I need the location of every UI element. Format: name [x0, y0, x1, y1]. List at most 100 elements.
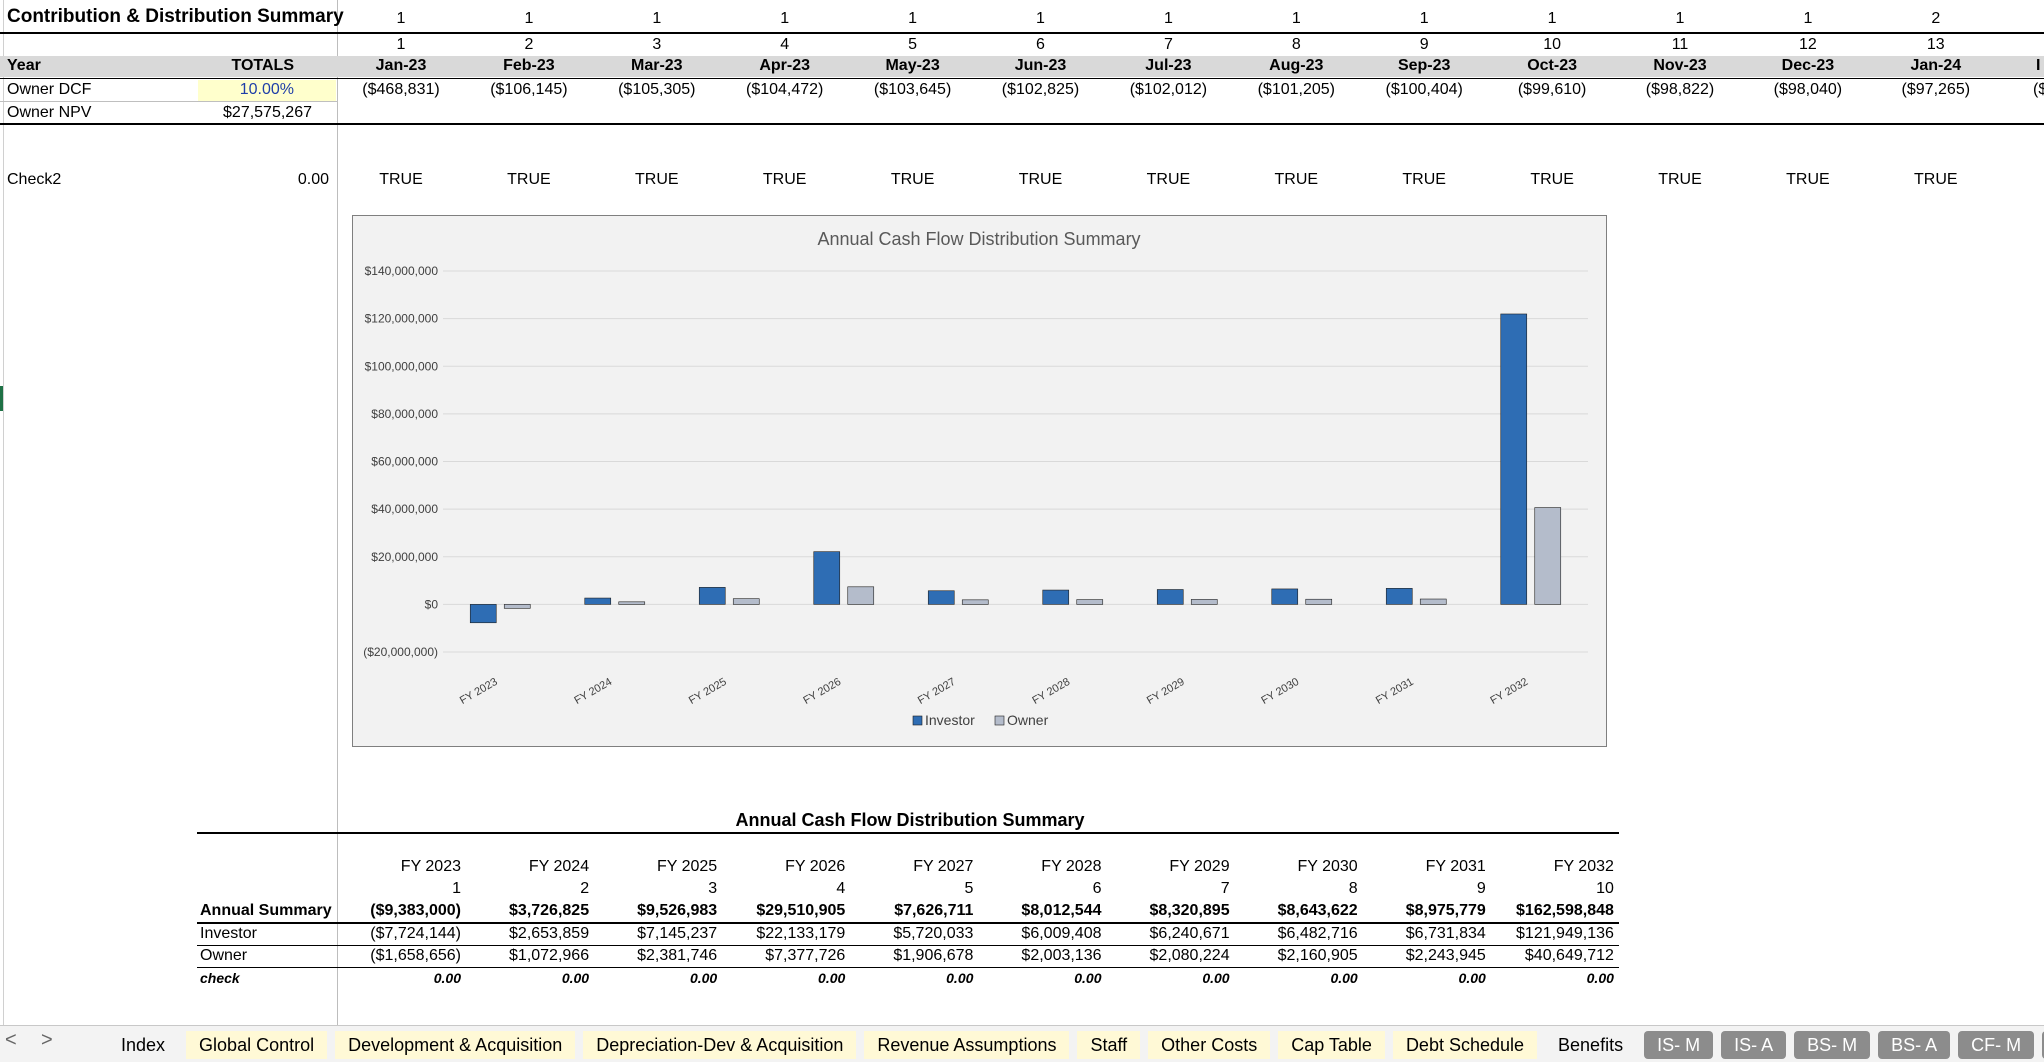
month-index-cell: 3 [652, 36, 662, 53]
sheet-tab-cf-a[interactable]: CF- A [2042, 1031, 2044, 1059]
summary-cell: 0.00 [433, 970, 461, 986]
sheet-tab-other-costs[interactable]: Other Costs [1148, 1031, 1271, 1059]
sheet-tab-is-m[interactable]: IS- M [1644, 1031, 1714, 1059]
sheet-tab-index[interactable]: Index [121, 1035, 166, 1055]
summary-year-index: 7 [1220, 880, 1230, 897]
summary-row-divider [197, 922, 1619, 924]
summary-year-index: 9 [1476, 880, 1486, 897]
summary-row-divider [197, 967, 1619, 968]
summary-cell: $3,726,825 [509, 902, 590, 919]
summary-year-index: 2 [580, 880, 590, 897]
chart-canvas: Annual Cash Flow Distribution Summary $14… [363, 229, 1588, 728]
summary-cell: 0.00 [1330, 970, 1358, 986]
bar-investor [469, 604, 497, 624]
month-index-cell: 13 [1926, 36, 1945, 53]
owner-npv-label: Owner NPV [7, 104, 92, 121]
month-header-cell: Jun-23 [1014, 57, 1067, 74]
owner-dcf-cell: ($468,831) [362, 81, 440, 98]
sheet-tab-staff[interactable]: Staff [1077, 1031, 1141, 1059]
sheet-tab-is-a[interactable]: IS- A [1721, 1031, 1787, 1059]
x-tick-label: FY 2025 [687, 676, 729, 707]
sheet-tab-cap-table[interactable]: Cap Table [1278, 1031, 1385, 1059]
legend-label: Owner [1007, 712, 1049, 728]
owner-npv-value: $27,575,267 [223, 104, 312, 121]
sheet-tab-benefits[interactable]: Benefits [1558, 1035, 1624, 1055]
y-tick-label: $80,000,000 [371, 407, 438, 421]
month-header-cell: Apr-23 [759, 57, 811, 74]
bar-owner [1190, 599, 1218, 605]
owner-dcf-rate[interactable]: 10.00% [239, 81, 294, 98]
summary-cell: 0.00 [1586, 970, 1614, 986]
tab-scroll-left-icon[interactable]: < [5, 1029, 17, 1051]
totals-label: TOTALS [231, 57, 294, 74]
summary-year-header: FY 2025 [656, 858, 718, 875]
summary-cell: 0.00 [689, 970, 718, 986]
period-counter-cell: 1 [780, 10, 790, 27]
sheet-tab-revenue-assumptions[interactable]: Revenue Assumptions [864, 1031, 1070, 1059]
tab-scroll-right-icon[interactable]: > [41, 1029, 53, 1051]
x-tick-label: FY 2023 [458, 676, 500, 707]
month-header-cell: Aug-23 [1269, 57, 1324, 74]
month-header-cell: Mar-23 [631, 57, 683, 74]
sheet-tab-cf-m[interactable]: CF- M [1958, 1031, 2035, 1059]
sheet-title: Contribution & Distribution Summary [7, 6, 344, 27]
period-counter-cell: 1 [652, 10, 662, 27]
summary-cell: $2,243,945 [1405, 947, 1486, 964]
month-header-cell: Dec-23 [1781, 57, 1835, 74]
summary-year-header: FY 2023 [400, 858, 461, 875]
summary-year-index: 1 [452, 880, 461, 897]
summary-cell: $2,381,746 [637, 947, 718, 964]
summary-title-underline [197, 832, 1619, 834]
x-tick-label: FY 2026 [801, 676, 843, 707]
owner-dcf-partial: ($ [2033, 81, 2044, 98]
summary-cell: $2,653,859 [509, 925, 590, 942]
owner-dcf-cell: ($98,822) [1645, 81, 1715, 98]
month-index-cell: 5 [908, 36, 918, 53]
check2-cell: TRUE [507, 171, 551, 188]
check2-cell: TRUE [1402, 171, 1446, 188]
summary-cell: $1,906,678 [893, 947, 974, 964]
summary-year-header: FY 2030 [1297, 858, 1358, 875]
sheet-tab-global-control[interactable]: Global Control [186, 1031, 328, 1059]
summary-title: Annual Cash Flow Distribution Summary [735, 810, 1085, 830]
y-tick-label: $140,000,000 [365, 264, 439, 278]
summary-cell: 0.00 [1458, 970, 1486, 986]
sheet-tab-bs-a[interactable]: BS- A [1878, 1031, 1951, 1059]
bar-investor [1500, 313, 1528, 605]
summary-year-header: FY 2028 [1041, 858, 1102, 875]
owner-dcf-cell: ($105,305) [618, 81, 696, 98]
sheet-tab-development-acquisition[interactable]: Development & Acquisition [335, 1031, 576, 1059]
month-header-cell: Feb-23 [503, 57, 555, 74]
month-index-cell: 11 [1671, 36, 1689, 53]
summary-cell: 0.00 [1074, 970, 1102, 986]
check2-cell: TRUE [762, 171, 807, 188]
sheet-tab-depreciation-dev-acquisition[interactable]: Depreciation-Dev & Acquisition [583, 1031, 857, 1059]
summary-year-index: 4 [836, 880, 846, 897]
owner-dcf-cell: ($102,825) [1001, 81, 1080, 98]
period-counter-cell: 1 [1803, 10, 1813, 27]
period-counter-cell: 1 [1547, 10, 1557, 27]
sheet-tab-bs-m[interactable]: BS- M [1794, 1031, 1871, 1059]
header-underline [0, 78, 2044, 79]
sheet-tab-debt-schedule[interactable]: Debt Schedule [1392, 1031, 1538, 1059]
period-counter-cell: 1 [908, 10, 918, 27]
summary-cell: $2,160,905 [1277, 947, 1358, 964]
owner-dcf-cell: ($106,145) [490, 81, 568, 98]
bar-owner [1076, 599, 1104, 605]
cash-flow-chart[interactable]: Annual Cash Flow Distribution Summary $14… [352, 215, 1607, 747]
summary-year-index: 8 [1348, 880, 1358, 897]
summary-cell: $8,012,544 [1021, 902, 1102, 919]
summary-year-header: FY 2032 [1553, 858, 1614, 875]
bar-investor [1385, 588, 1413, 605]
summary-cell: $8,643,622 [1277, 902, 1358, 919]
section-underline [0, 123, 2044, 125]
grid-left-edge [3, 0, 4, 1025]
owner-dcf-input-cell[interactable] [198, 80, 336, 101]
period-counter-cell: 2 [1931, 10, 1941, 27]
check2-cell: TRUE [1018, 171, 1063, 188]
check2-cell: TRUE [1658, 171, 1702, 188]
period-counter-cell: 1 [396, 10, 406, 27]
summary-cell: $2,003,136 [1021, 947, 1102, 964]
check2-cell: TRUE [635, 171, 679, 188]
